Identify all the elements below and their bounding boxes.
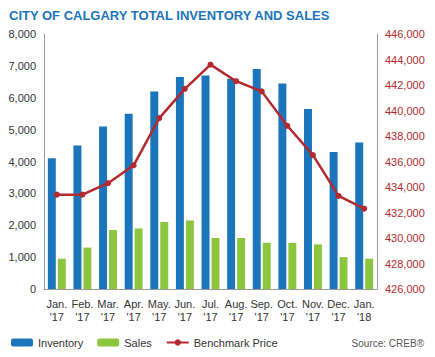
svg-text:May.: May. bbox=[148, 298, 171, 310]
svg-text:'18: '18 bbox=[357, 311, 371, 323]
svg-text:1,000: 1,000 bbox=[8, 251, 36, 263]
svg-text:Aug.: Aug. bbox=[225, 298, 248, 310]
svg-text:Sales: Sales bbox=[124, 337, 152, 349]
svg-text:'17: '17 bbox=[178, 311, 192, 323]
svg-text:'17: '17 bbox=[126, 311, 140, 323]
svg-text:7,000: 7,000 bbox=[8, 60, 36, 72]
svg-text:Inventory: Inventory bbox=[38, 337, 84, 349]
svg-text:438,000: 438,000 bbox=[385, 130, 425, 142]
svg-text:5,000: 5,000 bbox=[8, 124, 36, 136]
svg-text:444,000: 444,000 bbox=[385, 54, 425, 66]
svg-text:440,000: 440,000 bbox=[385, 105, 425, 117]
svg-text:Source: CREB®: Source: CREB® bbox=[352, 338, 425, 349]
svg-text:6,000: 6,000 bbox=[8, 92, 36, 104]
svg-text:Feb.: Feb. bbox=[71, 298, 93, 310]
svg-text:Jul.: Jul. bbox=[202, 298, 219, 310]
svg-text:'17: '17 bbox=[255, 311, 269, 323]
svg-text:4,000: 4,000 bbox=[8, 156, 36, 168]
svg-text:442,000: 442,000 bbox=[385, 79, 425, 91]
svg-text:436,000: 436,000 bbox=[385, 156, 425, 168]
svg-text:428,000: 428,000 bbox=[385, 258, 425, 270]
svg-text:Jan.: Jan. bbox=[46, 298, 67, 310]
svg-text:'17: '17 bbox=[152, 311, 166, 323]
svg-text:Jan.: Jan. bbox=[354, 298, 375, 310]
svg-text:CITY OF CALGARY TOTAL INVENTOR: CITY OF CALGARY TOTAL INVENTORY AND SALE… bbox=[9, 8, 330, 23]
svg-text:Jun.: Jun. bbox=[174, 298, 195, 310]
svg-text:430,000: 430,000 bbox=[385, 232, 425, 244]
svg-text:Dec.: Dec. bbox=[327, 298, 350, 310]
svg-text:3,000: 3,000 bbox=[8, 187, 36, 199]
svg-text:0: 0 bbox=[30, 283, 36, 295]
svg-text:'17: '17 bbox=[75, 311, 89, 323]
svg-text:446,000: 446,000 bbox=[385, 28, 425, 40]
svg-text:Mar.: Mar. bbox=[97, 298, 118, 310]
svg-text:426,000: 426,000 bbox=[385, 283, 425, 295]
svg-text:Sep.: Sep. bbox=[250, 298, 273, 310]
svg-text:'17: '17 bbox=[331, 311, 345, 323]
svg-text:Oct.: Oct. bbox=[277, 298, 297, 310]
svg-text:8,000: 8,000 bbox=[8, 28, 36, 40]
svg-text:'17: '17 bbox=[306, 311, 320, 323]
svg-text:'17: '17 bbox=[229, 311, 243, 323]
svg-text:432,000: 432,000 bbox=[385, 207, 425, 219]
svg-text:2,000: 2,000 bbox=[8, 219, 36, 231]
svg-text:'17: '17 bbox=[101, 311, 115, 323]
svg-text:'17: '17 bbox=[203, 311, 217, 323]
svg-text:'17: '17 bbox=[50, 311, 64, 323]
svg-text:'17: '17 bbox=[280, 311, 294, 323]
svg-text:Nov.: Nov. bbox=[302, 298, 324, 310]
svg-text:Apr.: Apr. bbox=[124, 298, 144, 310]
svg-text:434,000: 434,000 bbox=[385, 181, 425, 193]
svg-text:Benchmark Price: Benchmark Price bbox=[194, 337, 278, 349]
